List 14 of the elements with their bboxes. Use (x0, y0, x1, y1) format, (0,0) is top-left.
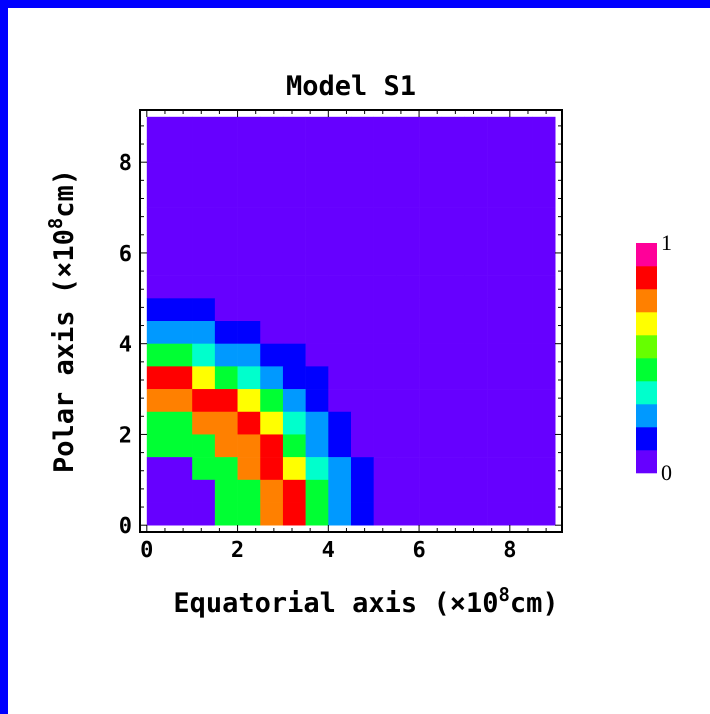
x-tick-label: 4 (322, 538, 335, 563)
y-tick-label: 2 (118, 423, 132, 448)
chart-title: Model S1 (286, 71, 416, 102)
x-tick-label: 6 (412, 538, 426, 563)
y-tick-label: 6 (118, 242, 132, 267)
color-bar-label: 1 (661, 230, 672, 255)
x-axis-title: Equatorial axis (×10$^{8}$cm) (173, 584, 559, 619)
x-tick-label: 2 (230, 538, 244, 563)
color-bar-label: 0 (661, 460, 672, 485)
y-tick-label: 8 (118, 151, 132, 176)
y-tick-label: 0 (118, 514, 132, 540)
x-tick-label: 8 (503, 538, 516, 563)
y-tick-label: 4 (118, 332, 132, 358)
x-tick-label: 0 (140, 538, 154, 563)
